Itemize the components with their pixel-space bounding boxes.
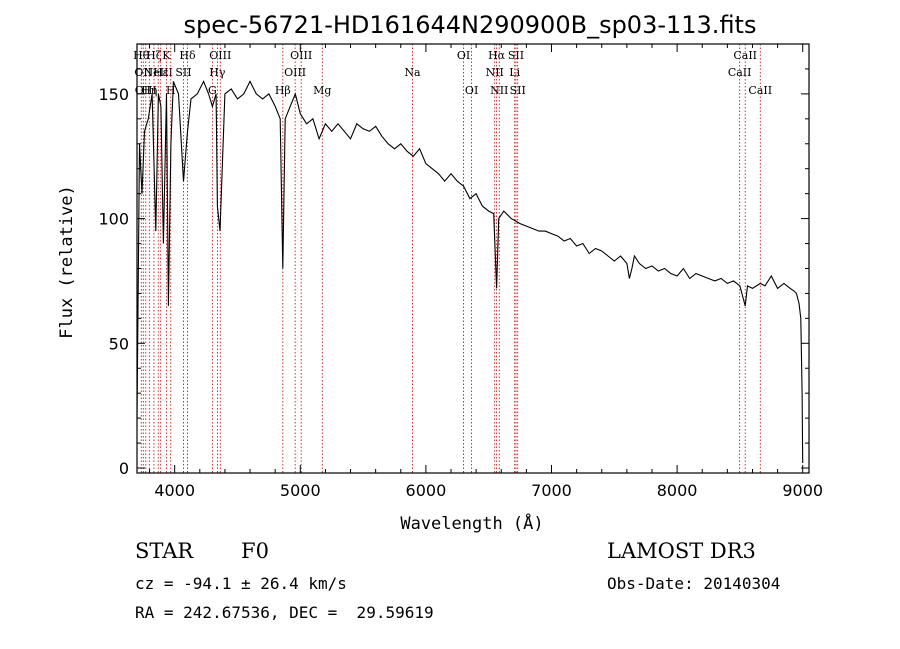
spectrum-line — [136, 80, 804, 464]
spectral-line-label-20: OI — [465, 84, 478, 97]
x-tick-label-1: 5000 — [280, 481, 321, 500]
x-tick-label-3: 7000 — [531, 481, 572, 500]
spectral-line-label-7: K — [162, 49, 171, 62]
spectral-line-label-3: Hη — [141, 84, 157, 97]
spectral-line-label-16: OIII — [290, 49, 312, 62]
spectral-line-label-27: CaII — [728, 66, 752, 79]
y-tick-label-3: 150 — [98, 85, 129, 104]
spectral-line-label-28: CaII — [733, 49, 757, 62]
x-axis-label: Wavelength (Å) — [400, 512, 543, 534]
spectral-line-label-10: Hδ — [179, 49, 196, 62]
y-tick-label-2: 100 — [98, 210, 129, 229]
spectral-line-label-5: NeIII — [144, 66, 173, 79]
spectral-line-label-15: OIII — [284, 66, 306, 79]
spectral-line-label-23: NII — [490, 84, 508, 97]
spectral-line-label-14: Hβ — [275, 84, 291, 97]
spectral-line-label-26: SII — [510, 84, 526, 97]
axis-ticks: 4000 5000 6000 7000 8000 9000 0 50 100 150 — [98, 44, 823, 500]
spectral-line-label-8: H — [166, 84, 176, 97]
spectral-line-label-24: Li — [509, 66, 520, 79]
spectral-line-label-12: Hγ — [209, 66, 226, 79]
y-axis-label: Flux (relative) — [57, 185, 77, 339]
x-tick-label-4: 8000 — [657, 481, 698, 500]
spectral-line-label-18: Na — [404, 66, 421, 79]
y-tick-label-0: 0 — [119, 459, 129, 478]
spectral-line-label-22: Hα — [488, 49, 506, 62]
redshift-velocity: cz = -94.1 ± 26.4 km/s — [135, 574, 347, 593]
spectral-line-label-13: OIII — [209, 49, 231, 62]
spectral-line-label-25: SII — [508, 49, 524, 62]
plot-frame — [136, 43, 810, 474]
y-tick-label-1: 50 — [109, 334, 129, 353]
spectral-line-label-19: OI — [457, 49, 470, 62]
spectral-line-markers: HθOIIOIIIHηHζNeIIIHεKHSIIHδGHγOIIIHβOIII… — [133, 44, 772, 473]
object-subclass: F0 — [241, 539, 269, 563]
x-tick-label-0: 4000 — [154, 481, 195, 500]
object-class: STAR — [135, 539, 194, 563]
x-tick-label-5: 9000 — [782, 481, 823, 500]
spectral-line-label-17: Mg — [313, 84, 331, 97]
survey-name: LAMOST DR3 — [607, 539, 756, 563]
spectral-line-label-6: Hε — [153, 66, 169, 79]
coordinates: RA = 242.67536, DEC = 29.59619 — [135, 603, 434, 622]
spectral-line-label-21: NII — [486, 66, 504, 79]
spectral-line-label-11: G — [208, 84, 217, 97]
spectral-line-label-4: Hζ — [146, 49, 162, 62]
chart-title: spec-56721-HD161644N290900B_sp03-113.fit… — [184, 11, 757, 39]
spectral-line-label-9: SII — [175, 66, 191, 79]
spectral-line-label-29: CaII — [748, 84, 772, 97]
x-tick-label-2: 6000 — [406, 481, 447, 500]
observation-date: Obs-Date: 20140304 — [607, 574, 781, 593]
